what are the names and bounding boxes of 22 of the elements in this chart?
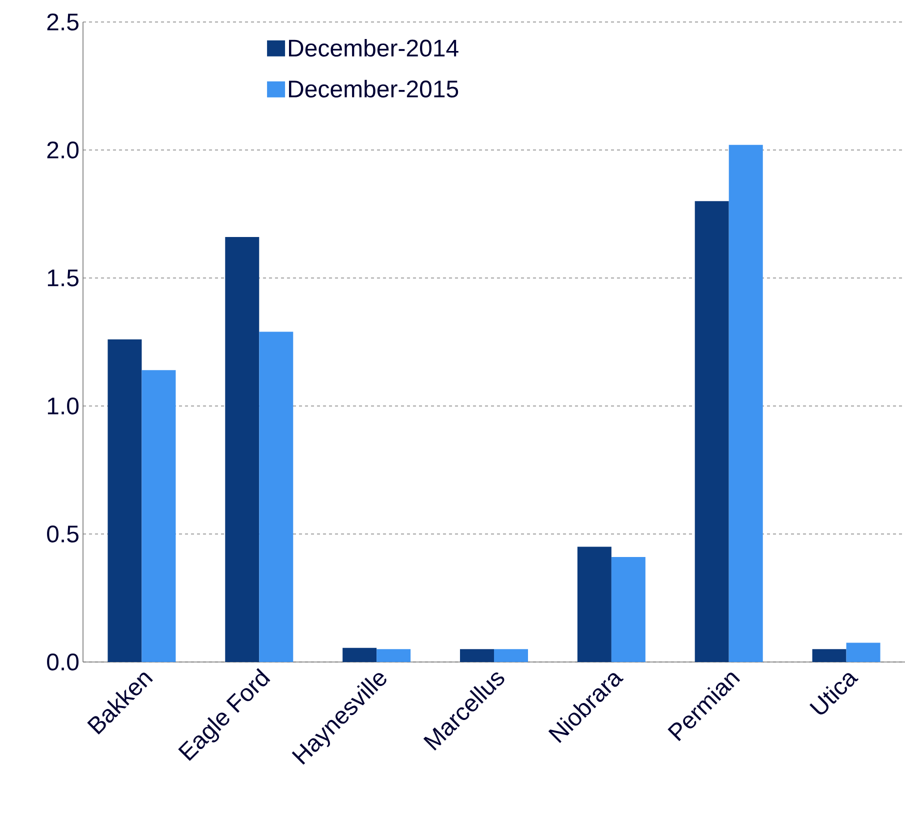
bar [342, 648, 377, 662]
y-tick-label: 0.0 [47, 654, 79, 670]
bar [460, 649, 494, 662]
bar [846, 642, 880, 662]
bar [259, 332, 294, 662]
legend-label: December-2015 [289, 80, 458, 98]
legend-label: December-2014 [289, 38, 458, 57]
y-tick-label: 1.5 [48, 270, 78, 286]
bar [108, 339, 142, 662]
y-tick-label: 1.0 [48, 398, 79, 414]
y-tick-label: 2.5 [47, 14, 78, 30]
bar [494, 649, 528, 662]
y-tick-label: 2.0 [47, 142, 79, 158]
bar [142, 370, 176, 662]
bar [694, 201, 729, 662]
bar [611, 557, 646, 662]
bar [225, 237, 260, 662]
bar [577, 546, 612, 662]
bar [728, 144, 763, 662]
y-tick-label: 0.5 [47, 526, 78, 542]
bar [812, 649, 846, 662]
bar [376, 649, 411, 662]
